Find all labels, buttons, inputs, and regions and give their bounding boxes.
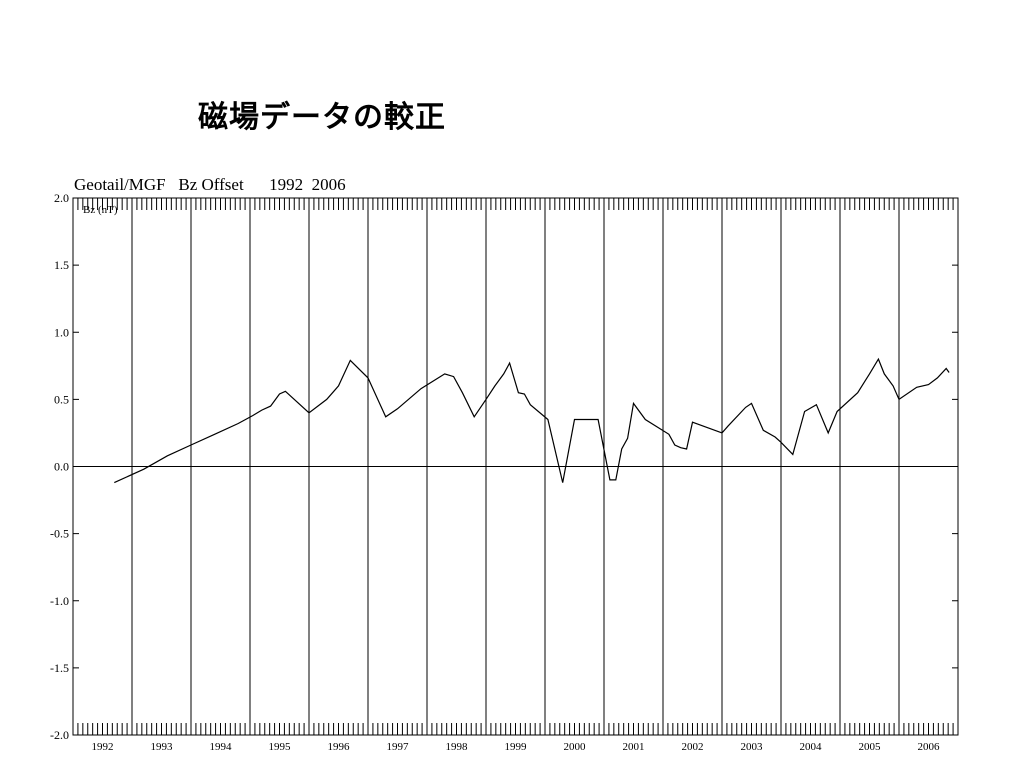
minor-tick-marks <box>72 198 959 735</box>
y-tick-label: -1.0 <box>50 594 69 608</box>
x-tick-label: 1995 <box>269 741 292 753</box>
x-tick-label: 2005 <box>859 741 882 753</box>
x-tick-label: 2002 <box>682 741 704 753</box>
y-tick-label: -1.5 <box>50 661 69 675</box>
slide-title: 磁場データの較正 <box>198 100 446 135</box>
x-tick-label: 1997 <box>387 741 410 753</box>
x-tick-label: 1996 <box>328 741 351 753</box>
y-tick-label: 1.0 <box>54 325 69 339</box>
x-tick-label: 1998 <box>446 741 469 753</box>
y-axis-label: Bz (nT) <box>83 204 118 216</box>
y-tick-label: -2.0 <box>50 728 69 742</box>
y-tick-label: 2.0 <box>54 191 69 205</box>
y-tick-label: 1.5 <box>54 258 69 272</box>
x-tick-label: 1992 <box>92 741 114 753</box>
x-tick-label: 1994 <box>210 741 233 753</box>
x-tick-label: 1993 <box>151 741 174 753</box>
y-tick-label: -0.5 <box>50 527 69 541</box>
bz-offset-series-line <box>114 357 950 484</box>
x-tick-label: 2006 <box>918 741 941 753</box>
x-axis-year-labels: 1992 1993 1994 1995 1996 1997 1998 1999 2000 2001… <box>92 741 941 753</box>
x-tick-label: 2004 <box>800 741 823 753</box>
x-tick-label: 1999 <box>505 741 528 753</box>
plot-frame <box>72 197 959 736</box>
x-tick-label: 2001 <box>623 741 645 753</box>
y-tick-label: 0.0 <box>54 460 69 474</box>
chart-title: Geotail/MGF Bz Offset 1992 2006 <box>74 175 346 194</box>
x-tick-label: 2000 <box>564 741 587 753</box>
x-tick-label: 2003 <box>741 741 764 753</box>
y-axis-ticks: 2.0 1.5 1.0 0.5 0.0 -0.5 -1.0 -1.5 -2.0 <box>50 191 958 742</box>
y-tick-label: 0.5 <box>54 392 69 406</box>
